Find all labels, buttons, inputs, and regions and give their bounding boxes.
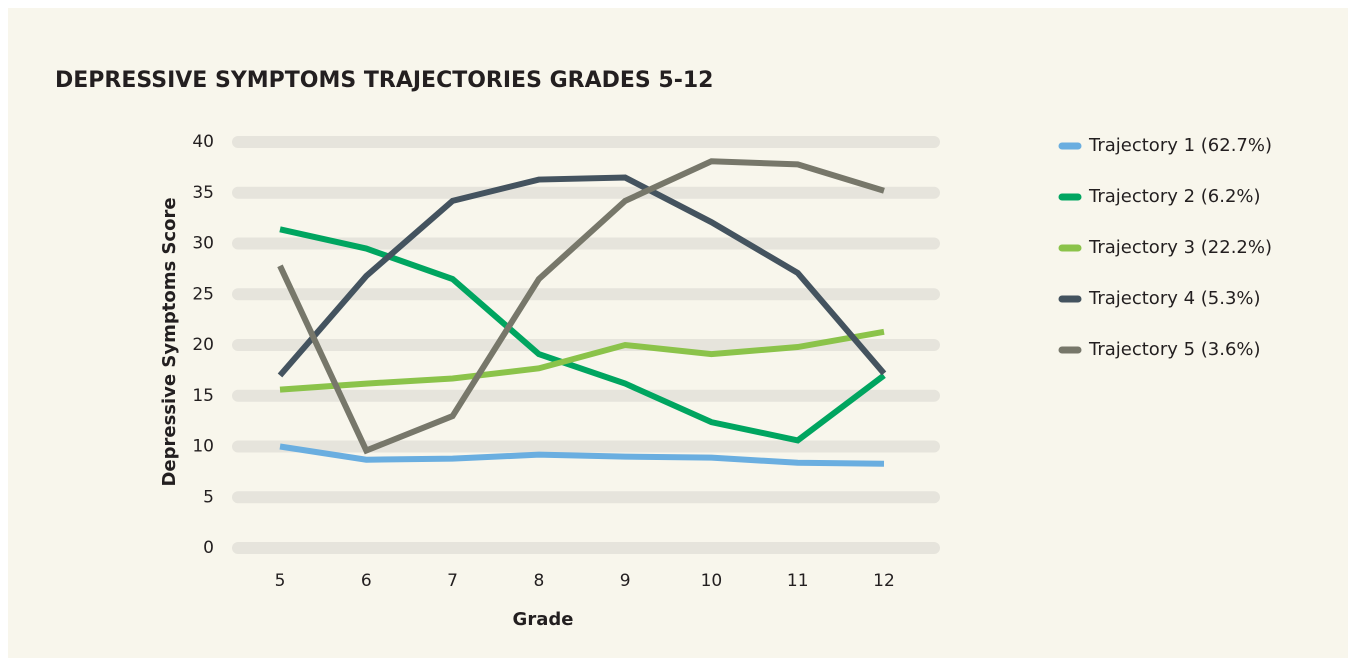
y-tick-label: 15 [192,386,214,406]
x-tick-label: 6 [361,571,372,591]
series-line [279,226,886,444]
series-line [277,174,887,378]
legend-label: Trajectory 3 (22.2%) [1088,237,1272,258]
x-axis-label: Grade [513,609,574,630]
y-tick-label: 10 [192,437,214,457]
y-tick-label: 30 [192,234,214,254]
x-tick-label: 7 [447,571,458,591]
x-tick-label: 12 [873,571,895,591]
panel-background [8,8,1348,658]
series-line [277,158,885,455]
y-tick-label: 5 [203,487,214,507]
x-tick-label: 5 [275,571,286,591]
x-tick-label: 11 [787,571,809,591]
y-tick-label: 40 [192,132,214,152]
legend-label: Trajectory 4 (5.3%) [1088,288,1261,309]
chart-title: DEPRESSIVE SYMPTOMS TRAJECTORIES GRADES … [55,68,713,93]
legend-label: Trajectory 5 (3.6%) [1088,339,1261,360]
y-tick-label: 25 [192,284,214,304]
x-tick-label: 9 [620,571,631,591]
y-axis-label: Depressive Symptoms Score [159,197,180,486]
y-tick-label: 0 [203,538,214,558]
series-line [279,328,885,393]
x-tick-label: 8 [533,571,544,591]
legend-label: Trajectory 1 (62.7%) [1088,135,1272,156]
legend-label: Trajectory 2 (6.2%) [1088,186,1261,207]
series-line [279,443,885,467]
y-tick-label: 20 [192,335,214,355]
y-tick-label: 35 [192,183,214,203]
x-tick-label: 10 [701,571,723,591]
